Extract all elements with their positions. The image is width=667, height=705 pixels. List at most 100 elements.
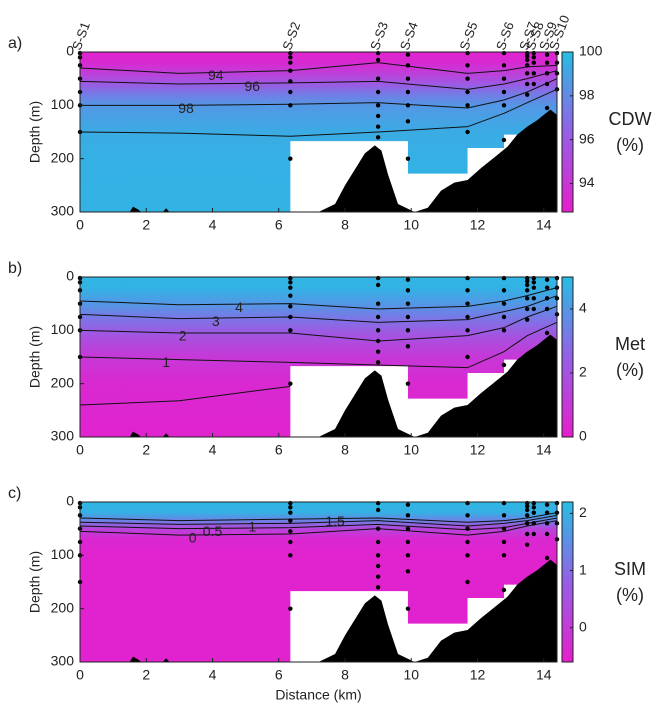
y-tick-label: 100 — [51, 321, 75, 337]
sample-point — [524, 282, 530, 288]
colorbar-tick-label: 100 — [579, 43, 603, 59]
colorbar-tick-label: 96 — [579, 130, 595, 146]
sample-point — [288, 79, 293, 84]
sample-point — [501, 89, 507, 95]
sample-point — [375, 574, 381, 579]
contour-label: 0 — [189, 530, 197, 546]
sample-point — [465, 314, 470, 320]
sample-point — [524, 63, 530, 68]
axes-frame — [79, 276, 558, 438]
sample-point — [288, 539, 293, 545]
sample-point — [375, 282, 381, 288]
sample-point — [405, 513, 411, 518]
colorbar-tick-label: 98 — [579, 87, 595, 103]
y-tick-label: 100 — [51, 546, 75, 562]
sample-point — [465, 553, 470, 558]
colorbar-tick-label: 1 — [579, 561, 587, 577]
contour-label: 3 — [212, 313, 220, 329]
sample-point — [501, 362, 507, 368]
sample-point — [405, 103, 411, 108]
sample-point — [405, 52, 411, 57]
sample-point — [531, 510, 537, 515]
colorbar-title: CDW — [609, 109, 652, 129]
sample-point — [375, 328, 381, 333]
sample-point — [544, 285, 550, 290]
colorbar-tick-label: 2 — [579, 504, 587, 520]
sample-point — [288, 60, 293, 65]
sample-point — [531, 280, 537, 285]
x-tick-label: 0 — [76, 667, 84, 683]
bathymetry — [129, 206, 142, 212]
x-tick-label: 14 — [536, 217, 552, 233]
sample-point — [531, 55, 537, 60]
sample-point — [501, 63, 507, 68]
x-tick-label: 10 — [403, 217, 419, 233]
sample-point — [405, 301, 411, 306]
sample-point — [531, 306, 537, 312]
sample-point — [288, 285, 293, 290]
sample-point — [375, 553, 381, 558]
bathymetry — [162, 658, 170, 662]
sample-point — [375, 314, 381, 320]
contour-label: 2 — [179, 328, 187, 344]
sample-point — [288, 314, 293, 320]
sample-point — [501, 314, 507, 320]
sample-point — [544, 60, 550, 65]
contour-line — [79, 62, 558, 74]
y-tick-label: 0 — [66, 268, 74, 284]
sample-point — [531, 505, 537, 510]
x-tick-label: 12 — [470, 442, 486, 458]
x-tick-label: 0 — [76, 217, 84, 233]
sample-point — [375, 113, 381, 119]
sample-point — [524, 288, 530, 293]
sample-point — [531, 71, 537, 76]
sample-point — [501, 526, 507, 531]
sample-point — [405, 569, 411, 574]
sample-point — [465, 288, 470, 293]
sample-point — [524, 504, 530, 509]
sample-point — [465, 103, 470, 108]
contour-label: 4 — [235, 299, 243, 315]
x-tick-label: 14 — [536, 442, 552, 458]
contour-line — [80, 78, 558, 109]
colorbar — [561, 276, 574, 438]
sample-point — [465, 76, 470, 81]
contour-label: 1 — [248, 518, 256, 534]
colorbar-tick-label: 4 — [579, 300, 587, 316]
x-axis-label: Distance (km) — [275, 687, 361, 703]
sample-point — [405, 606, 411, 611]
sample-point — [544, 330, 550, 336]
colorbar-title: SIM — [614, 559, 646, 579]
x-tick-label: 8 — [341, 442, 349, 458]
sample-point — [288, 89, 293, 95]
y-tick-label: 300 — [51, 203, 75, 219]
contour-label: 96 — [244, 78, 260, 94]
sample-point — [524, 54, 530, 59]
contour-line — [79, 321, 558, 369]
colorbar-tick-label: 2 — [579, 364, 587, 380]
x-tick-label: 10 — [403, 442, 419, 458]
sample-point — [405, 526, 411, 531]
contour-line — [79, 517, 558, 531]
sample-point — [524, 542, 530, 547]
contour-line — [79, 385, 291, 406]
y-axis-label: Depth (m) — [27, 326, 43, 388]
sample-point — [405, 344, 411, 349]
sample-point — [375, 349, 381, 354]
sample-point — [544, 81, 550, 87]
sample-point — [375, 124, 381, 129]
contour-line — [79, 88, 558, 137]
station-label: S-S2 — [279, 20, 303, 52]
sample-point — [544, 555, 550, 561]
sample-point — [544, 306, 550, 312]
sample-point — [524, 513, 530, 518]
sample-point — [375, 103, 381, 108]
sample-point — [405, 314, 411, 320]
sample-point — [544, 502, 550, 507]
y-tick-label: 0 — [66, 493, 74, 509]
station-label: S-S6 — [493, 20, 517, 52]
sample-point — [544, 296, 550, 301]
sample-point — [531, 60, 537, 65]
station-label: S-S4 — [397, 20, 421, 52]
bathymetry — [318, 559, 557, 662]
